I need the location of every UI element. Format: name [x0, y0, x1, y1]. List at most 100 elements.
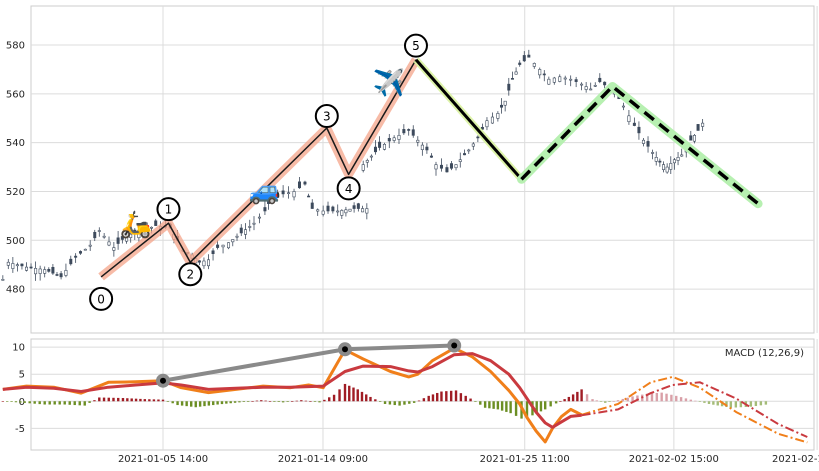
macd-histogram-bar	[286, 401, 289, 402]
projection-wave-line	[520, 84, 760, 206]
candle-body	[20, 263, 24, 267]
macd-histogram-bar	[68, 401, 71, 405]
candle-body	[598, 77, 602, 82]
macd-histogram-bar	[729, 401, 733, 408]
candle-body	[563, 77, 567, 80]
macd-y-axis: -5 0 5 10	[12, 343, 25, 435]
candle-body	[303, 181, 307, 185]
candle-body	[527, 54, 531, 58]
macd-histogram-bar	[198, 401, 202, 407]
macd-histogram-bar	[291, 401, 294, 402]
candle-body	[1, 279, 5, 281]
candle-body	[454, 164, 458, 169]
macd-histogram-bar	[679, 397, 683, 402]
macd-histogram-bar	[107, 397, 110, 402]
wave-marker-circle	[156, 197, 181, 222]
macd-histogram-bar	[360, 391, 364, 402]
macd-histogram-bar	[749, 401, 753, 407]
candle-body	[145, 228, 149, 231]
macd-histogram-bar	[6, 401, 9, 402]
candle-body	[538, 69, 542, 76]
macd-histogram-bar	[343, 383, 347, 402]
macd-histogram-bar	[604, 401, 607, 403]
candle-body	[361, 164, 365, 171]
candle-body	[496, 113, 500, 119]
macd-histogram-bar	[608, 401, 611, 402]
macd-histogram-bar	[352, 387, 355, 402]
candle-body	[356, 203, 360, 209]
candle-body	[74, 255, 78, 258]
candle-body	[78, 251, 82, 254]
macd-histogram-bar	[264, 400, 267, 402]
macd-y-tick-label: 10	[12, 343, 25, 354]
macd-histogram-bar	[383, 401, 387, 404]
wave-marker-circle	[89, 286, 114, 311]
macd-histogram-bar	[273, 401, 276, 402]
wave-marker-circle	[314, 104, 339, 129]
macd-histogram-bar	[660, 392, 663, 402]
macd-histogram-bar	[431, 394, 435, 402]
candle-body	[580, 83, 584, 86]
macd-histogram-bar	[440, 391, 443, 402]
macd-histogram-bar	[675, 395, 678, 402]
macd-histogram-bar	[514, 401, 518, 416]
candle-body	[632, 122, 636, 126]
macd-histogram-bar	[28, 401, 31, 404]
candle-body	[692, 135, 696, 142]
macd-histogram-bar	[636, 395, 639, 402]
candle-body	[547, 78, 551, 85]
candle-body	[696, 124, 700, 131]
candle-body	[518, 62, 522, 65]
macd-histogram-bar	[459, 393, 463, 402]
price-y-tick-label: 480	[6, 285, 25, 296]
macd-histogram-bar	[567, 396, 571, 402]
price-panel: 480 500 520 540 560 580 0 1 2 3 4 5 🛵 🚙 ✈️	[1, 5, 818, 334]
macd-histogram-bar	[684, 398, 688, 402]
emoji-marker: 🚙	[249, 176, 281, 206]
candle-body	[467, 149, 471, 152]
macd-histogram-bar	[130, 398, 133, 402]
macd-histogram-bar	[14, 401, 18, 403]
macd-histogram-bar	[63, 401, 66, 405]
candle-body	[463, 153, 467, 156]
candle-body	[676, 156, 680, 161]
candle-body	[503, 100, 507, 106]
macd-histogram-bar	[554, 401, 558, 404]
wave-marker-label: 3	[323, 110, 331, 124]
candle-body	[449, 163, 453, 169]
candle-body	[382, 143, 386, 150]
candle-body	[480, 126, 484, 130]
candle-body	[15, 264, 19, 267]
wave-marker-label: 0	[97, 292, 105, 306]
macd-histogram-bar	[180, 401, 184, 406]
candle-body	[654, 156, 658, 162]
macd-histogram-bar	[23, 401, 26, 403]
macd-histogram-bar	[134, 398, 138, 402]
macd-histogram-bar	[754, 401, 758, 407]
price-panel-frame	[30, 5, 815, 334]
macd-histogram-bar	[764, 401, 768, 405]
candle-body	[231, 239, 235, 243]
macd-histogram-bar	[616, 400, 620, 402]
macd-histogram-bar	[436, 392, 439, 402]
macd-histogram-bar	[427, 395, 430, 402]
macd-histogram-bar	[53, 401, 56, 405]
macd-histogram-bar	[348, 385, 351, 402]
macd-histogram-bar	[203, 401, 206, 407]
candle-body	[336, 210, 340, 213]
candle-body	[270, 196, 274, 198]
macd-histogram-bar	[694, 400, 697, 402]
macd-histogram-bar	[698, 401, 702, 402]
candle-body	[471, 143, 475, 147]
macd-histogram-bar	[139, 398, 142, 402]
macd-histogram-bar	[78, 401, 81, 406]
candle-body	[129, 233, 133, 238]
candle-body	[47, 268, 51, 272]
macd-histogram-bar	[242, 401, 246, 402]
x-tick-label: 2021-01-14 09:00	[278, 454, 368, 465]
macd-histogram-bar	[356, 389, 359, 402]
macd-histogram-bar	[143, 399, 146, 402]
macd-histogram-bar	[445, 391, 448, 402]
macd-histogram-bar	[544, 401, 547, 410]
macd-histogram-bar	[300, 400, 303, 402]
